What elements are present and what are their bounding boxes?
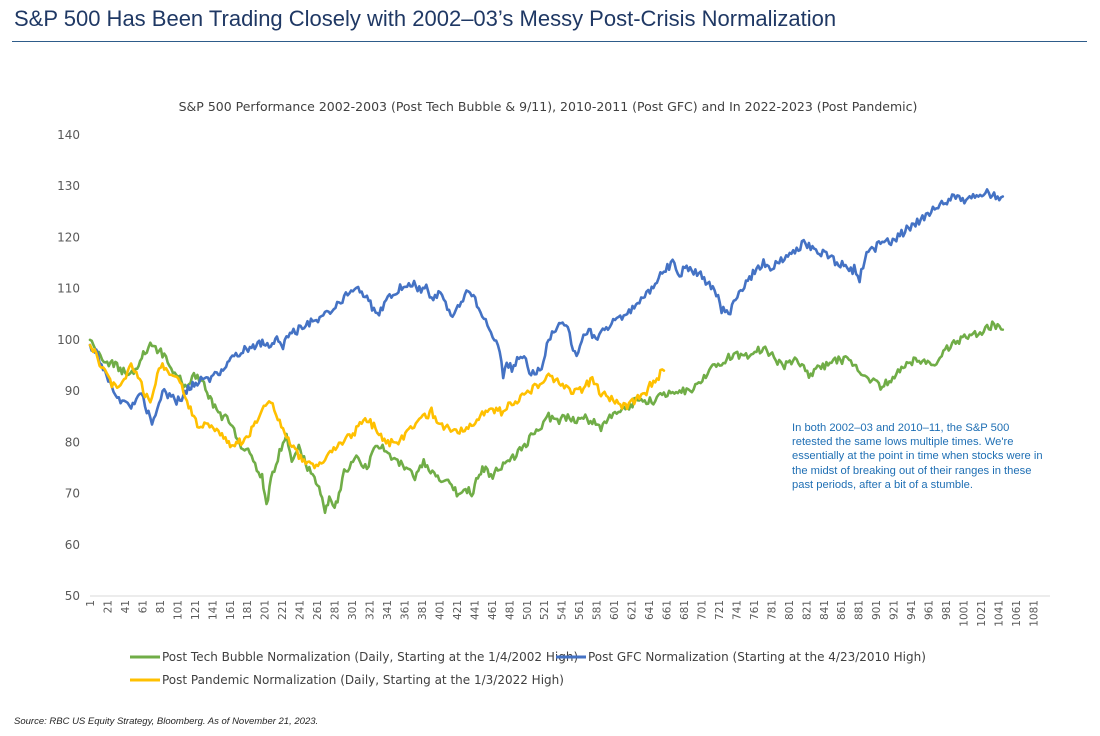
legend-label: Post GFC Normalization (Starting at the … — [588, 650, 926, 664]
x-tick-label: 981 — [941, 600, 953, 620]
x-tick-label: 781 — [766, 600, 778, 620]
x-tick-label: 801 — [784, 600, 796, 620]
series-layer — [88, 188, 1005, 515]
x-tick-label: 681 — [679, 600, 691, 620]
x-tick-label: 121 — [190, 600, 202, 620]
y-tick-label: 140 — [57, 128, 80, 142]
source-note: Source: RBC US Equity Strategy, Bloomber… — [14, 716, 319, 727]
x-tick-label: 421 — [452, 600, 464, 620]
y-tick-label: 50 — [65, 589, 80, 603]
x-tick-label: 261 — [312, 600, 324, 620]
x-tick-label: 101 — [172, 600, 184, 620]
x-tick-label: 961 — [924, 600, 936, 620]
x-tick-label: 81 — [155, 600, 167, 613]
x-tick-label: 1081 — [1028, 600, 1040, 627]
x-tick-label: 761 — [749, 600, 761, 620]
y-tick-label: 100 — [57, 333, 80, 347]
x-tick-label: 841 — [819, 600, 831, 620]
y-tick-label: 130 — [57, 179, 80, 193]
x-tick-label: 1001 — [959, 600, 971, 627]
x-tick-label: 341 — [382, 600, 394, 620]
x-tick-label: 901 — [871, 600, 883, 620]
x-tick-label: 401 — [434, 600, 446, 620]
x-tick-label: 321 — [365, 600, 377, 620]
x-tick-label: 241 — [295, 600, 307, 620]
x-tick-label: 1 — [85, 600, 97, 607]
x-tick-label: 21 — [102, 600, 114, 613]
series-line — [88, 188, 1005, 426]
x-tick-label: 661 — [662, 600, 674, 620]
x-tick-label: 1041 — [993, 600, 1005, 627]
x-tick-label: 1061 — [1011, 600, 1023, 627]
x-axis: 1 21 41 61 81 101 121 141 161 181 201 221 241 261 281 3… — [85, 595, 1050, 627]
x-tick-label: 141 — [207, 600, 219, 620]
series-line — [88, 343, 666, 470]
x-tick-label: 741 — [731, 600, 743, 620]
x-tick-label: 881 — [854, 600, 866, 620]
x-tick-label: 201 — [260, 600, 272, 620]
x-tick-label: 161 — [225, 600, 237, 620]
x-tick-label: 621 — [627, 600, 639, 620]
x-tick-label: 481 — [504, 600, 516, 620]
x-tick-label: 181 — [242, 600, 254, 620]
x-tick-label: 541 — [557, 600, 569, 620]
y-axis: 50 60 70 80 90 100 110 120 130 140 — [57, 128, 80, 603]
y-tick-label: 120 — [57, 230, 80, 244]
y-tick-label: 110 — [57, 282, 80, 296]
x-tick-label: 601 — [609, 600, 621, 620]
x-tick-label: 221 — [277, 600, 289, 620]
x-tick-label: 821 — [801, 600, 813, 620]
y-tick-label: 70 — [65, 487, 80, 501]
x-tick-label: 61 — [137, 600, 149, 613]
legend-label: Post Pandemic Normalization (Daily, Star… — [162, 673, 564, 687]
legend: Post Tech Bubble Normalization (Daily, S… — [130, 650, 926, 687]
x-tick-label: 461 — [487, 600, 499, 620]
x-tick-label: 701 — [696, 600, 708, 620]
y-tick-label: 80 — [65, 435, 80, 449]
x-tick-label: 941 — [906, 600, 918, 620]
page-title: S&P 500 Has Been Trading Closely with 20… — [14, 6, 837, 31]
y-tick-label: 60 — [65, 538, 80, 552]
annotation-text: In both 2002–03 and 2010–11, the S&P 500… — [792, 422, 1043, 491]
x-tick-label: 1021 — [976, 600, 988, 627]
x-tick-label: 41 — [120, 600, 132, 613]
x-tick-label: 921 — [889, 600, 901, 620]
chart-title: S&P 500 Performance 2002-2003 (Post Tech… — [179, 99, 918, 114]
x-tick-label: 301 — [347, 600, 359, 620]
x-tick-label: 441 — [469, 600, 481, 620]
x-tick-label: 501 — [522, 600, 534, 620]
x-tick-label: 381 — [417, 600, 429, 620]
x-tick-label: 641 — [644, 600, 656, 620]
x-tick-label: 521 — [539, 600, 551, 620]
y-tick-label: 90 — [65, 384, 80, 398]
x-tick-label: 721 — [714, 600, 726, 620]
x-tick-label: 281 — [330, 600, 342, 620]
x-tick-label: 861 — [836, 600, 848, 620]
x-tick-label: 561 — [574, 600, 586, 620]
legend-label: Post Tech Bubble Normalization (Daily, S… — [162, 650, 578, 664]
x-tick-label: 581 — [592, 600, 604, 620]
x-tick-label: 361 — [399, 600, 411, 620]
title-divider — [12, 41, 1087, 42]
